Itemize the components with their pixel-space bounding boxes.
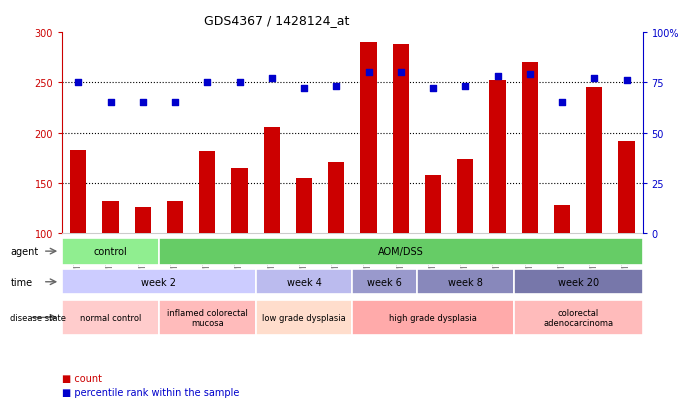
- Bar: [102, 201, 119, 233]
- Bar: [62, 269, 256, 295]
- Bar: [457, 159, 473, 233]
- Bar: [256, 269, 352, 295]
- Point: [138, 100, 149, 107]
- Bar: [352, 269, 417, 295]
- Bar: [264, 128, 280, 233]
- Text: week 2: week 2: [142, 277, 176, 287]
- Bar: [554, 205, 570, 233]
- Text: time: time: [10, 277, 32, 287]
- Bar: [328, 162, 344, 233]
- Bar: [489, 81, 506, 233]
- Bar: [159, 301, 256, 335]
- Bar: [513, 301, 643, 335]
- Bar: [62, 301, 159, 335]
- Bar: [361, 43, 377, 233]
- Bar: [167, 201, 183, 233]
- Bar: [522, 63, 538, 233]
- Text: week 8: week 8: [448, 277, 483, 287]
- Bar: [352, 301, 513, 335]
- Point: [266, 76, 277, 83]
- Point: [556, 100, 567, 107]
- Point: [331, 84, 342, 90]
- Text: GDS4367 / 1428124_at: GDS4367 / 1428124_at: [204, 14, 349, 27]
- Bar: [417, 269, 513, 295]
- Bar: [586, 88, 603, 233]
- Point: [492, 74, 503, 81]
- Text: control: control: [94, 247, 127, 256]
- Bar: [392, 45, 409, 233]
- Point: [363, 70, 374, 76]
- Bar: [159, 238, 643, 265]
- Point: [589, 76, 600, 83]
- Text: week 4: week 4: [287, 277, 321, 287]
- Bar: [70, 150, 86, 233]
- Point: [428, 86, 439, 93]
- Text: disease state: disease state: [10, 313, 66, 322]
- Text: high grade dysplasia: high grade dysplasia: [389, 313, 477, 322]
- Text: ■ count: ■ count: [62, 373, 102, 383]
- Text: low grade dysplasia: low grade dysplasia: [262, 313, 346, 322]
- Point: [395, 70, 406, 76]
- Point: [73, 80, 84, 86]
- Text: agent: agent: [10, 247, 39, 256]
- Text: week 6: week 6: [367, 277, 402, 287]
- Text: week 20: week 20: [558, 277, 598, 287]
- Bar: [135, 207, 151, 233]
- Bar: [513, 269, 643, 295]
- Text: colorectal
adenocarcinoma: colorectal adenocarcinoma: [543, 308, 613, 327]
- Text: AOM/DSS: AOM/DSS: [378, 247, 424, 256]
- Text: normal control: normal control: [80, 313, 141, 322]
- Point: [202, 80, 213, 86]
- Bar: [296, 178, 312, 233]
- Point: [621, 78, 632, 84]
- Point: [105, 100, 116, 107]
- Bar: [199, 151, 216, 233]
- Point: [524, 72, 536, 78]
- Bar: [256, 301, 352, 335]
- Point: [460, 84, 471, 90]
- Point: [299, 86, 310, 93]
- Bar: [618, 141, 634, 233]
- Point: [234, 80, 245, 86]
- Bar: [62, 238, 159, 265]
- Text: inflamed colorectal
mucosa: inflamed colorectal mucosa: [167, 308, 248, 327]
- Bar: [231, 168, 247, 233]
- Point: [169, 100, 180, 107]
- Text: ■ percentile rank within the sample: ■ percentile rank within the sample: [62, 387, 240, 397]
- Bar: [425, 175, 441, 233]
